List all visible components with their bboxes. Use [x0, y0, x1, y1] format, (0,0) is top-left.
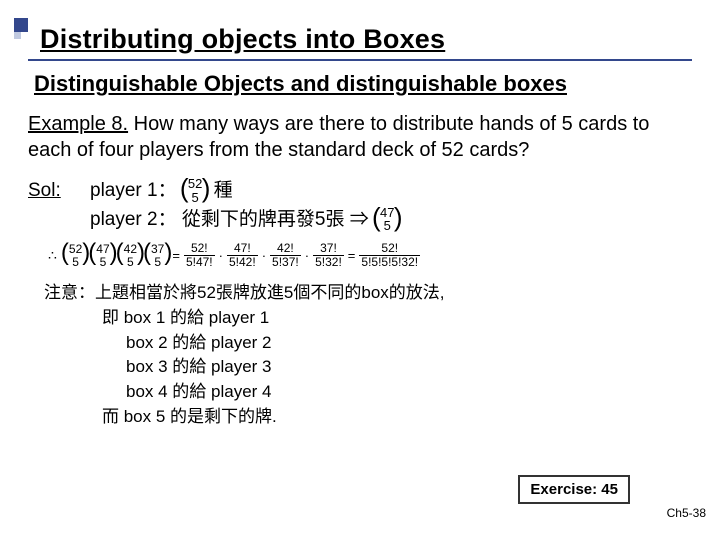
- eq-dot-3: ·: [305, 248, 309, 263]
- equation-line: ∴ 525 475 425 375 = 52!5!47! · 47!5!42! …: [48, 242, 692, 269]
- page-number: Ch5-38: [667, 506, 706, 520]
- eq-f2: 47!5!42!: [227, 242, 258, 269]
- exercise-box: Exercise: 45: [518, 475, 630, 504]
- note-l6: 而 box 5 的是剩下的牌.: [102, 405, 692, 430]
- eq-f4: 37!5!32!: [313, 242, 344, 269]
- eq-sign-2: =: [348, 248, 356, 263]
- eq-b2: 475: [92, 243, 113, 268]
- eq-dot-1: ·: [219, 248, 223, 263]
- eq-b3: 425: [120, 243, 141, 268]
- eq-f5: 52!5!5!5!5!32!: [359, 242, 420, 269]
- sol-label: Sol:: [28, 177, 76, 234]
- sol-p1: player 1： 52 5 種: [90, 177, 400, 206]
- sol-body: player 1： 52 5 種 player 2： 從剩下的牌再發5張 ⇒ 4…: [90, 177, 400, 234]
- solution-block: Sol: player 1： 52 5 種 player 2： 從剩下的牌再發5…: [28, 177, 692, 234]
- note-l2: 即 box 1 的給 player 1: [102, 306, 692, 331]
- binom-52-5: 52 5: [184, 177, 206, 204]
- note-l5: box 4 的給 player 4: [126, 380, 692, 405]
- slide-accent: [14, 18, 28, 32]
- example-label: Example 8.: [28, 113, 128, 135]
- title-rule: [28, 59, 692, 61]
- sol-p2-text: player 2： 從剩下的牌再發5張 ⇒: [90, 209, 369, 230]
- note-l4: box 3 的給 player 3: [126, 355, 692, 380]
- note-l3: box 2 的給 player 2: [126, 331, 692, 356]
- eq-dot-2: ·: [262, 248, 266, 263]
- sol-p1-prefix: player 1：: [90, 180, 177, 201]
- slide-subtitle: Distinguishable Objects and distinguisha…: [34, 71, 692, 97]
- note-block: 注意：上題相當於將52張牌放進5個不同的box的放法, 即 box 1 的給 p…: [44, 281, 692, 429]
- eq-sign-1: =: [172, 248, 180, 263]
- eq-f3: 42!5!37!: [270, 242, 301, 269]
- note-l1: 注意：上題相當於將52張牌放進5個不同的box的放法,: [44, 281, 692, 306]
- sol-p2: player 2： 從剩下的牌再發5張 ⇒ 47 5: [90, 206, 400, 235]
- therefore-symbol: ∴: [48, 247, 57, 264]
- eq-b1: 525: [65, 243, 86, 268]
- eq-f1: 52!5!47!: [184, 242, 215, 269]
- eq-b4: 375: [147, 243, 168, 268]
- slide-title: Distributing objects into Boxes: [40, 24, 692, 55]
- binom-47-5: 47 5: [376, 206, 398, 233]
- sol-p1-suffix: 種: [214, 180, 233, 201]
- example-text: Example 8. How many ways are there to di…: [28, 111, 692, 163]
